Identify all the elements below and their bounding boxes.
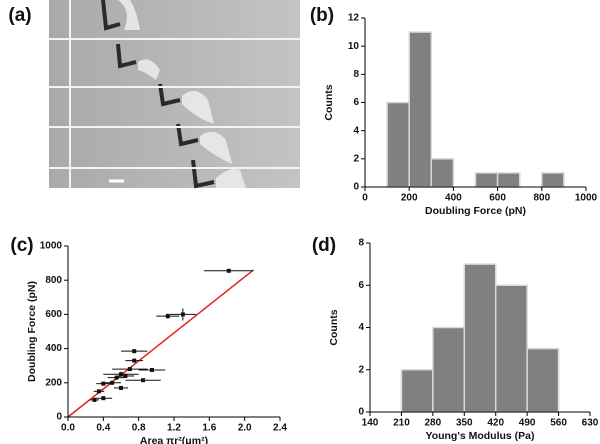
micrograph	[49, 0, 300, 189]
x-tick-label: 1000	[575, 193, 598, 204]
data-point	[165, 314, 170, 319]
data-point	[132, 349, 137, 354]
data-point	[92, 397, 97, 402]
data-point	[127, 367, 132, 372]
y-tick-label: 8	[358, 238, 364, 249]
histogram-bar	[408, 31, 433, 188]
data-point	[123, 373, 128, 378]
y-tick-label: 6	[358, 280, 364, 291]
histogram-bar	[496, 172, 521, 188]
panel-label: (a)	[8, 5, 31, 26]
fit-line	[67, 269, 254, 418]
y-tick-label: 0	[358, 407, 364, 418]
data-point	[114, 375, 119, 380]
histogram-bar	[526, 347, 560, 413]
x-tick-label: 1.6	[202, 423, 216, 434]
micrograph-background	[49, 0, 300, 188]
x-tick-label: 1.2	[167, 423, 181, 434]
x-tick-label: 350	[456, 418, 473, 429]
panel-label: (c)	[10, 235, 33, 256]
data-point	[110, 380, 115, 385]
data-point	[119, 372, 123, 377]
y-tick-label: 1000	[40, 241, 63, 252]
x-tick-label: 0.8	[132, 423, 146, 434]
x-tick-label: 400	[445, 193, 462, 204]
x-tick-label: 200	[401, 193, 418, 204]
histogram-bar	[400, 369, 434, 413]
panel-label: (d)	[312, 235, 336, 256]
histogram-bar	[494, 284, 528, 413]
x-tick-label: 280	[425, 418, 442, 429]
x-axis-title: Doubling Force (pN)	[425, 205, 526, 217]
y-tick-label: 6	[353, 97, 359, 108]
y-tick-label: 200	[45, 377, 62, 388]
data-point	[101, 381, 106, 386]
x-tick-label: 420	[487, 418, 504, 429]
x-tick-label: 600	[489, 193, 506, 204]
x-tick-label: 140	[362, 418, 379, 429]
y-axis-title: Doubling Force (pN)	[26, 281, 38, 382]
y-tick-label: 0	[56, 412, 62, 423]
x-tick-label: 0.0	[61, 423, 75, 434]
data-point	[149, 367, 154, 372]
x-tick-label: 560	[550, 418, 567, 429]
data-point	[226, 268, 231, 273]
x-tick-label: 210	[393, 418, 410, 429]
y-tick-label: 800	[45, 275, 62, 286]
y-tick-label: 2	[358, 364, 364, 375]
x-tick-label: 0.4	[96, 423, 110, 434]
panel-label: (b)	[310, 5, 334, 26]
y-tick-label: 8	[353, 69, 359, 80]
y-tick-label: 4	[353, 125, 359, 136]
y-tick-label: 2	[353, 153, 359, 164]
x-tick-label: 0	[362, 193, 368, 204]
data-point	[101, 396, 106, 401]
x-tick-label: 490	[519, 418, 536, 429]
cells	[118, 0, 246, 188]
x-tick-label: 2.4	[273, 423, 287, 434]
data-point	[119, 385, 123, 390]
histogram-bar	[474, 172, 499, 188]
y-axis-title: Counts	[328, 309, 340, 345]
data-point	[180, 312, 185, 317]
strip-separators	[49, 0, 300, 188]
x-tick-label: 800	[533, 193, 550, 204]
y-tick-label: 10	[348, 41, 360, 52]
x-tick-label: 2.0	[238, 423, 252, 434]
histogram-bar	[430, 158, 455, 188]
x-axis-title: Area πr²(μm²)	[140, 435, 208, 444]
x-axis-title: Young's Modulus (Pa)	[425, 430, 534, 442]
y-tick-label: 4	[358, 322, 364, 333]
data-point	[132, 358, 137, 363]
y-tick-label: 600	[45, 309, 62, 320]
y-tick-label: 400	[45, 343, 62, 354]
y-tick-label: 0	[353, 182, 359, 193]
data-point	[141, 378, 146, 383]
histogram-bar	[386, 101, 410, 188]
histogram-bar	[432, 326, 466, 413]
y-tick-label: 12	[348, 13, 360, 24]
y-axis-title: Counts	[323, 84, 335, 120]
histogram-bar	[541, 172, 565, 188]
histogram-bar	[463, 263, 497, 413]
data-point	[96, 389, 101, 394]
x-tick-label: 630	[582, 418, 599, 429]
